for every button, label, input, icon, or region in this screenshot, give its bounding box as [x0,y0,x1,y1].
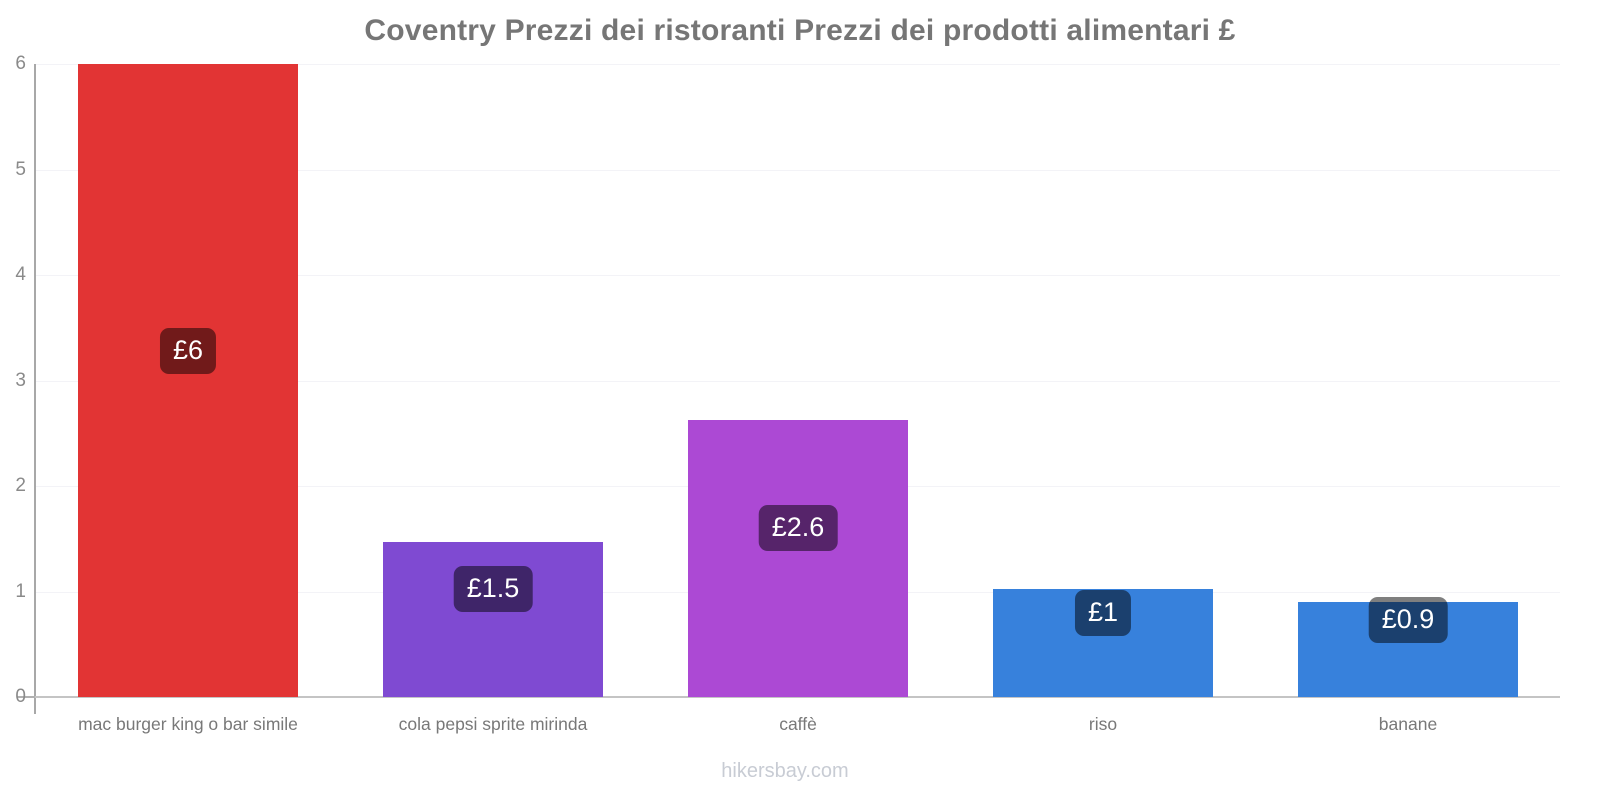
gridline [36,169,1560,171]
y-axis-tick-label: 4 [15,264,26,285]
bar-1 [78,64,298,697]
y-axis-line [34,64,36,714]
bar-value-label: £0.9 [1368,596,1448,643]
x-axis-category-label: banane [1378,714,1438,734]
bar-value-label: £6 [159,327,217,374]
x-axis-category-label: caffè [779,714,817,734]
chart-title: Coventry Prezzi dei ristoranti Prezzi de… [364,14,1236,47]
gridline [36,275,1560,276]
gridline [36,380,1560,382]
y-axis-tick-label: 2 [15,475,26,496]
y-axis-tick-label: 5 [15,158,26,180]
bar-2 [383,541,603,697]
bar-value-label: £2.6 [758,505,838,552]
x-axis-category-label: riso [1088,714,1118,734]
y-axis-tick-label: 6 [15,53,26,74]
y-axis-tick-label: 1 [15,580,26,602]
watermark: hikersbay.com [721,760,849,782]
bar-value-label: £1.5 [453,566,533,613]
x-axis-line [35,696,1560,698]
y-axis-tick-label: 0 [15,686,26,707]
y-axis-zero-tick [17,696,35,698]
y-axis-tick-label: 3 [15,369,26,391]
bar-3 [688,419,908,697]
bar-value-label: £1 [1074,590,1132,637]
x-axis-category-label: mac burger king o bar simile [78,714,298,734]
gridline [36,64,1560,65]
x-axis-category-label: cola pepsi sprite mirinda [398,714,588,734]
